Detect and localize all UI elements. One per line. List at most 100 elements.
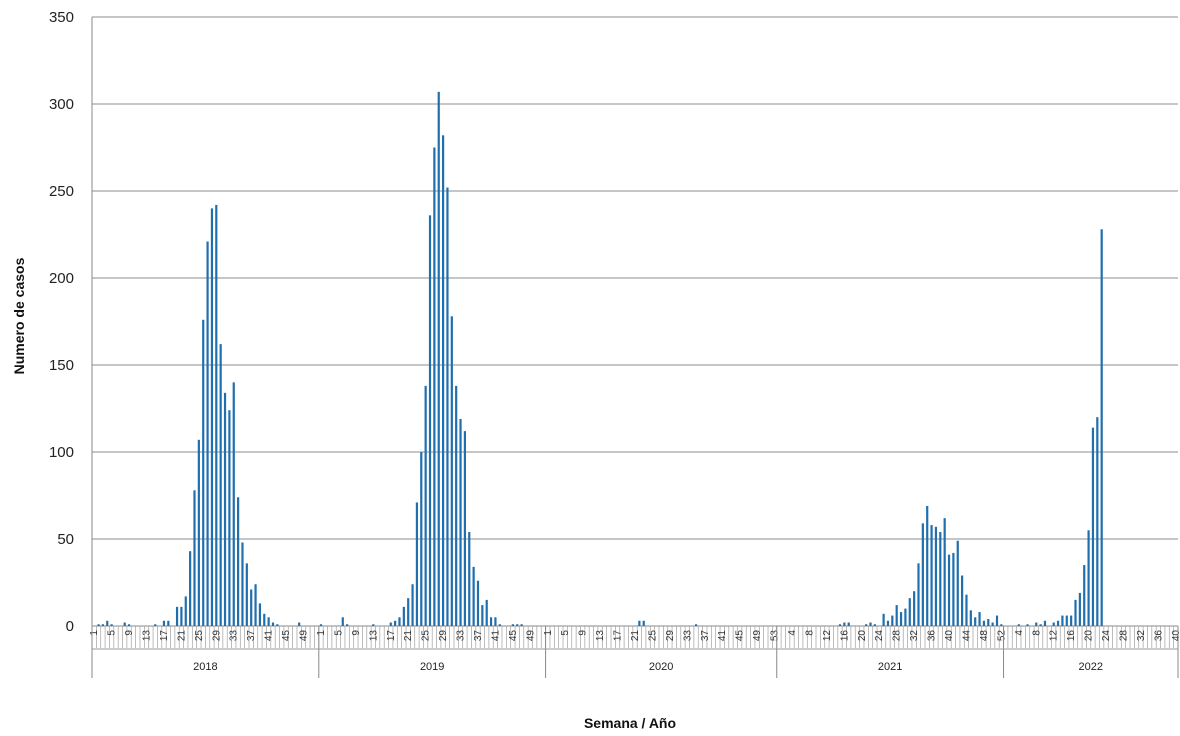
week-tick-label: 49: [525, 630, 536, 642]
bar-2019-w37: [476, 580, 480, 626]
bar-2018-w32: [228, 410, 231, 626]
bar-2019-w29: [441, 135, 445, 626]
bar-2019-w23: [415, 502, 419, 626]
bar-2022-w19: [1083, 565, 1086, 626]
week-tick-label: 28: [892, 630, 903, 642]
bar-2019-w26: [428, 215, 432, 627]
week-tick-label: 36: [927, 630, 938, 642]
bar-2021-w16: [843, 622, 846, 626]
bar-2022-w8: [1035, 622, 1038, 626]
week-tick-label: 12: [1049, 630, 1060, 642]
week-tick-label: 48: [979, 630, 990, 642]
week-tick-label: 41: [490, 630, 501, 642]
bar-2021-w36: [930, 525, 933, 626]
week-tick-label: 45: [508, 630, 519, 642]
bar-2021-w34: [921, 523, 924, 626]
week-tick-label: 37: [473, 630, 484, 642]
bar-2021-w45: [969, 610, 972, 626]
bar-2018-w35: [241, 542, 244, 626]
week-tick-label: 37: [246, 630, 257, 642]
bar-2018-w31: [223, 392, 227, 626]
week-tick-label: 41: [264, 630, 275, 642]
bar-2018-w17: [162, 620, 166, 626]
bar-2019-w20: [402, 606, 405, 626]
y-tick-label: 200: [49, 270, 74, 287]
bar-2021-w49: [987, 619, 990, 626]
bar-2019-w18: [394, 620, 397, 626]
bar-2018-w15: [154, 624, 157, 626]
bar-2019-w40: [489, 617, 493, 626]
week-tick-label: 25: [194, 630, 205, 642]
week-tick-label: 52: [996, 630, 1007, 642]
bar-2019-w38: [481, 605, 484, 626]
bar-2022-w18: [1078, 592, 1081, 626]
bar-2021-w31: [908, 598, 911, 626]
bar-2019-w19: [398, 617, 401, 626]
bar-2018-w23: [189, 551, 192, 626]
bar-2021-w32: [913, 591, 916, 626]
bar-2021-w41: [952, 552, 955, 626]
year-label-2018: 2018: [193, 661, 217, 673]
bar-2020-w35: [694, 624, 698, 626]
week-tick-label: 8: [804, 630, 815, 636]
bar-2021-w26: [886, 620, 890, 626]
bar-2019-w39: [485, 599, 488, 626]
week-tick-label: 17: [613, 630, 624, 642]
y-tick-label: 50: [57, 531, 74, 548]
y-tick-label: 350: [49, 9, 74, 26]
bar-2022-w23: [1100, 229, 1103, 626]
week-tick-label: 16: [839, 630, 850, 642]
bar-2019-w47: [520, 624, 523, 626]
week-tick-label: 21: [403, 630, 414, 642]
bar-2022-w13: [1056, 620, 1060, 626]
week-tick-label: 17: [386, 630, 397, 642]
bar-2019-w45: [511, 624, 514, 626]
week-tick-label: 9: [351, 630, 362, 636]
y-tick-label: 150: [49, 357, 74, 374]
bar-2019-w30: [446, 187, 449, 626]
bar-2021-w15: [838, 624, 842, 626]
week-tick-label: 49: [752, 630, 763, 642]
bar-2018-w9: [127, 624, 131, 626]
week-tick-label: 1: [316, 630, 327, 636]
bar-2021-w44: [965, 594, 968, 626]
week-tick-label: 40: [944, 630, 955, 642]
year-label-2021: 2021: [878, 661, 902, 673]
y-gridlines: [91, 16, 1178, 627]
week-tick-label: 16: [1066, 630, 1077, 642]
week-tick-label: 41: [717, 630, 728, 642]
y-tick-label: 300: [49, 96, 74, 113]
bar-2021-w48: [982, 620, 986, 626]
bar-2021-w33: [917, 563, 920, 626]
bar-2018-w37: [250, 589, 253, 626]
week-tick-label: 8: [1031, 630, 1042, 636]
bar-2018-w43: [276, 624, 279, 626]
bar-2022-w15: [1065, 615, 1068, 626]
bar-2018-w18: [167, 620, 170, 626]
bar-2021-w39: [943, 518, 946, 626]
week-tick-label: 4: [787, 630, 798, 636]
week-tick-label: 24: [874, 630, 885, 642]
week-tick-label: 24: [1101, 630, 1112, 642]
bar-2018-w5: [110, 624, 113, 626]
bar-2018-w25: [197, 439, 200, 626]
week-tick-label: 5: [333, 630, 344, 636]
bar-2021-w42: [956, 540, 959, 626]
year-label-2022: 2022: [1079, 661, 1103, 673]
bar-2021-w40: [947, 554, 951, 626]
bar-2018-w24: [193, 490, 196, 626]
year-label-2020: 2020: [649, 661, 673, 673]
bar-2020-w23: [642, 620, 645, 626]
week-tick-label: 20: [857, 630, 868, 642]
bar-2018-w41: [267, 617, 270, 626]
bar-2022-w12: [1052, 622, 1055, 626]
week-tick-label: 29: [438, 630, 449, 642]
week-tick-label: 12: [822, 630, 833, 642]
bar-2021-w28: [895, 605, 898, 626]
bar-2018-w22: [184, 596, 187, 626]
bar-2021-w50: [991, 622, 994, 626]
week-tick-label: 32: [1136, 630, 1147, 642]
week-tick-label: 36: [1153, 630, 1164, 642]
bar-2019-w1: [319, 624, 323, 626]
